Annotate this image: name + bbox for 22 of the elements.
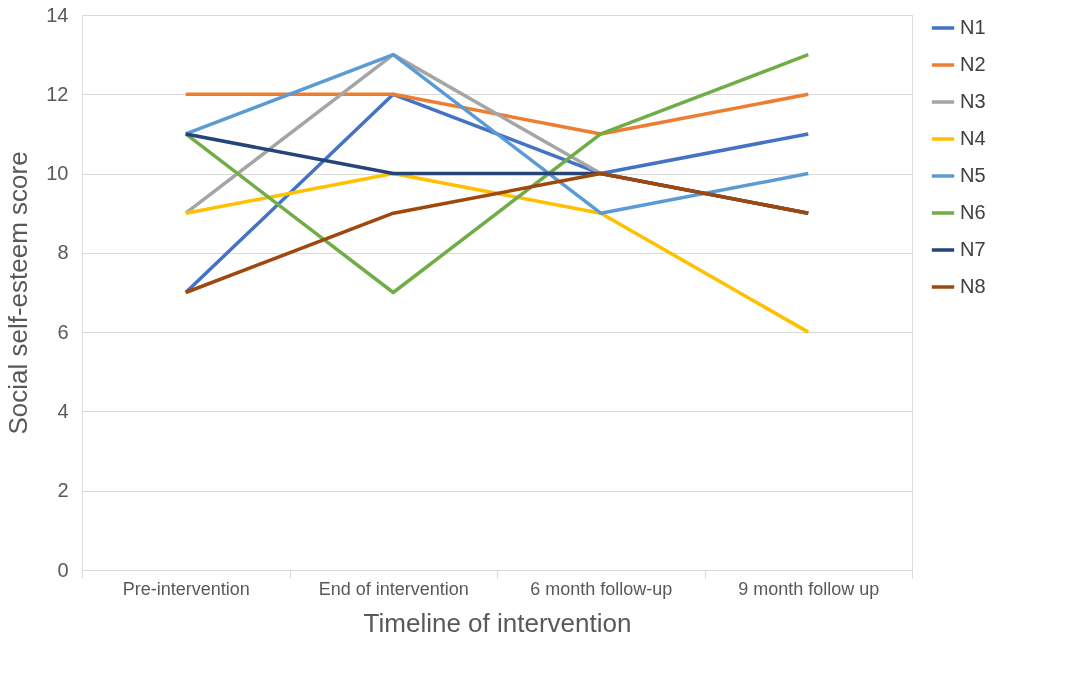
y-tick-label: 6 (57, 320, 69, 343)
legend-label: N3 (960, 90, 986, 112)
x-tick-label: End of intervention (318, 578, 469, 599)
y-tick-label: 14 (46, 3, 69, 26)
y-tick-label: 8 (57, 241, 69, 264)
y-tick-label: 10 (46, 162, 69, 185)
legend-label: N1 (960, 16, 986, 38)
x-tick-label: 9 month follow up (738, 578, 880, 599)
y-tick-label: 2 (57, 479, 69, 502)
y-tick-label: 0 (57, 558, 69, 581)
legend-label: N6 (960, 201, 986, 223)
x-axis-title: Timeline of intervention (363, 607, 632, 638)
legend-label: N7 (960, 238, 986, 260)
y-axis-title: Social self-esteem score (3, 151, 34, 435)
y-tick-label: 12 (46, 82, 69, 105)
legend-label: N4 (960, 127, 986, 149)
y-tick-label: 4 (57, 399, 69, 422)
x-tick-label: 6 month follow-up (530, 578, 673, 599)
legend-label: N2 (960, 53, 986, 75)
legend-label: N8 (960, 275, 986, 297)
x-tick-label: Pre-intervention (122, 578, 250, 599)
legend-label: N5 (960, 164, 986, 186)
